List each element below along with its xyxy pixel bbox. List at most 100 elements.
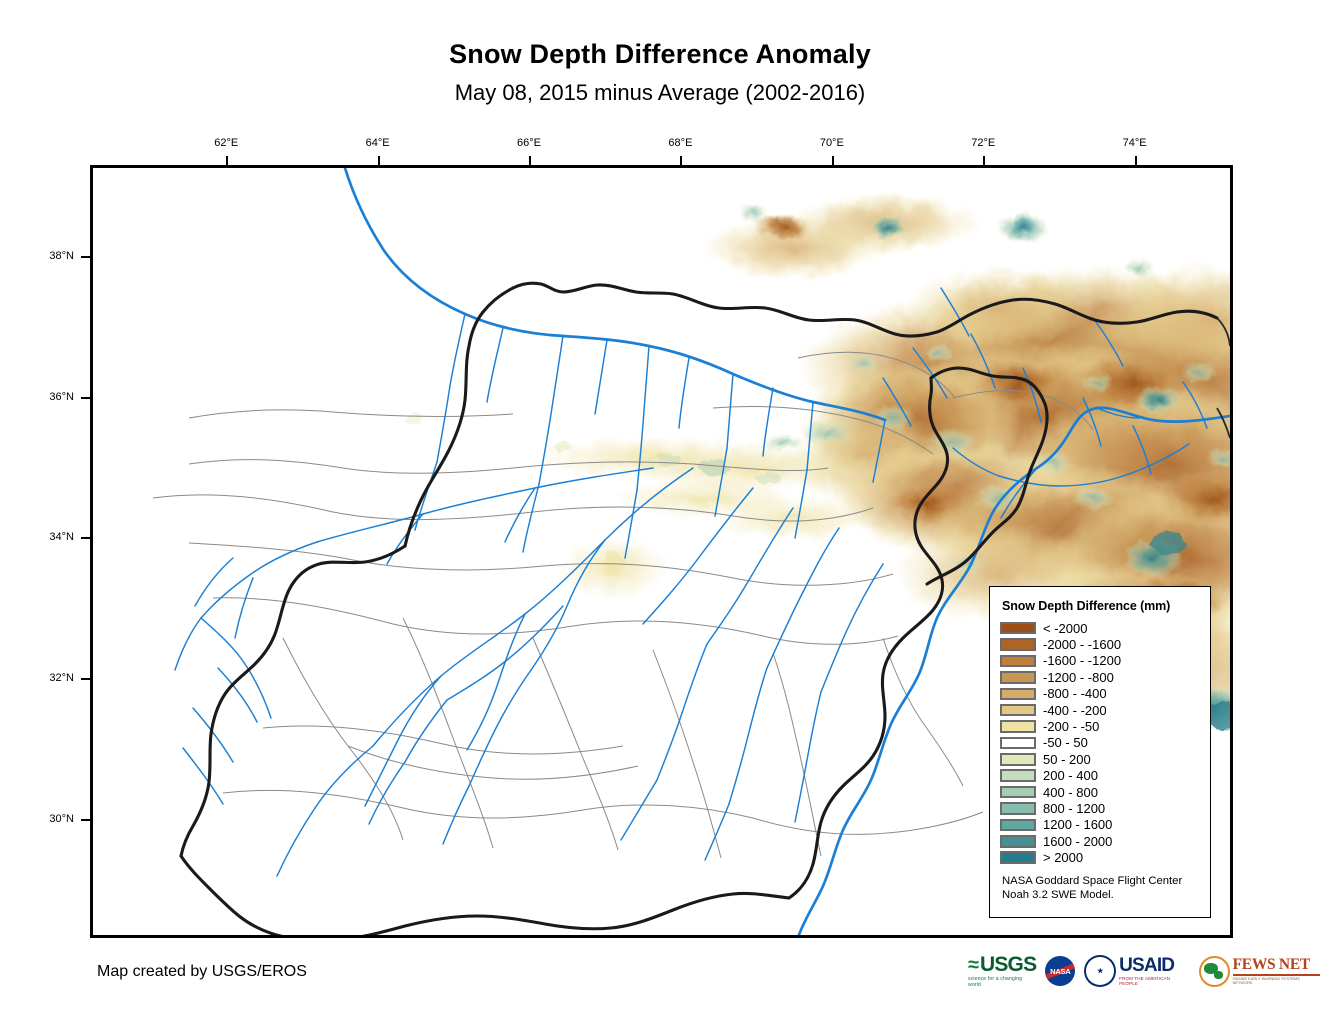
longitude-label: 64°E	[365, 137, 390, 149]
latitude-tick	[81, 256, 90, 259]
nasa-wordmark: NASA	[1050, 966, 1071, 976]
usaid-seal-icon: ★	[1084, 955, 1117, 987]
title-block: Snow Depth Difference Anomaly May 08, 20…	[0, 38, 1320, 107]
legend-entry: 1200 - 1600	[1000, 817, 1200, 833]
legend-entry: > 2000	[1000, 849, 1200, 865]
usgs-tagline: science for a changing world	[968, 976, 1023, 988]
legend-entry: 400 - 800	[1000, 784, 1200, 800]
longitude-label: 74°E	[1122, 137, 1147, 149]
latitude-tick	[81, 396, 90, 399]
map-credit: Map created by USGS/EROS	[97, 963, 307, 980]
usgs-wave-icon: ≈	[968, 953, 979, 976]
longitude-label: 70°E	[819, 137, 844, 149]
usaid-tagline: FROM THE AMERICAN PEOPLE	[1119, 976, 1170, 986]
legend-entry: 800 - 1200	[1000, 800, 1200, 816]
legend-entry-label: 1200 - 1600	[1043, 817, 1113, 833]
legend-entry: -400 - -200	[1000, 702, 1200, 718]
map-canvas	[93, 168, 1230, 935]
legend-entry-label: 200 - 400	[1043, 768, 1098, 784]
longitude-tick	[831, 156, 834, 165]
legend-entry-label: -1600 - -1200	[1043, 653, 1122, 669]
legend-color-swatch	[1000, 638, 1036, 651]
legend-color-swatch	[1000, 736, 1036, 750]
longitude-tick	[226, 156, 229, 165]
legend-entry: 1600 - 2000	[1000, 833, 1200, 849]
legend-entry: -50 - 50	[1000, 735, 1200, 751]
legend-entry: -800 - -400	[1000, 686, 1200, 702]
country-border-afghanistan	[179, 281, 1219, 935]
longitude-tick	[1134, 156, 1137, 165]
legend-color-swatch	[1000, 720, 1036, 733]
fews-wordmark: FEWS NET	[1232, 956, 1311, 974]
legend-entry-label: -200 - -50	[1043, 719, 1100, 735]
longitude-tick	[680, 156, 683, 165]
nasa-meatball-icon: NASA	[1045, 956, 1076, 986]
logo-bar: ≈ USGS science for a changing world NASA…	[968, 951, 1320, 991]
legend-entry-label: 400 - 800	[1043, 784, 1098, 800]
legend-entry-label: -400 - -200	[1043, 702, 1107, 718]
legend-color-swatch	[1000, 621, 1036, 635]
legend-entry-label: -1200 - -800	[1043, 669, 1114, 685]
longitude-label: 62°E	[214, 137, 239, 149]
usaid-wordmark: USAID	[1119, 955, 1175, 976]
legend-entry-list: < -2000 -2000 - -1600 -1600 - -1200 -1200 -…	[1000, 620, 1200, 866]
legend-entry-label: 800 - 1200	[1043, 800, 1106, 816]
legend-entry: 50 - 200	[1000, 751, 1200, 767]
legend-entry-label: > 2000	[1043, 850, 1084, 866]
nasa-logo: NASA	[1045, 952, 1076, 990]
rivers	[174, 168, 1230, 935]
legend-color-swatch	[1000, 687, 1036, 700]
legend-title: Snow Depth Difference (mm)	[1002, 599, 1171, 613]
legend-color-swatch	[1000, 671, 1036, 684]
legend-note-line1: NASA Goddard Space Flight Center	[1002, 874, 1183, 887]
legend-entry: -1200 - -800	[1000, 669, 1200, 685]
legend-source-note: NASA Goddard Space Flight Center Noah 3.…	[1002, 874, 1200, 903]
map-legend: Snow Depth Difference (mm) < -2000 -2000 …	[989, 586, 1211, 918]
legend-color-swatch	[1000, 753, 1036, 766]
legend-color-swatch	[1000, 769, 1036, 782]
usaid-logo: ★ USAID FROM THE AMERICAN PEOPLE	[1084, 952, 1190, 990]
legend-color-swatch	[1000, 654, 1036, 668]
longitude-label: 66°E	[517, 137, 542, 149]
longitude-tick	[983, 156, 986, 165]
page-subtitle: May 08, 2015 minus Average (2002-2016)	[454, 80, 866, 106]
latitude-tick	[81, 537, 90, 540]
longitude-label: 72°E	[971, 137, 996, 149]
province-boundaries	[152, 351, 1094, 859]
graticule-layer: 62°E 64°E 66°E 68°E 70°E 72°E 74°E 38°N 36°N 34°N…	[49, 137, 1233, 938]
latitude-label: 36°N	[49, 390, 74, 403]
latitude-label: 32°N	[49, 671, 74, 684]
legend-entry-label: -2000 - -1600	[1043, 637, 1122, 653]
latitude-tick	[81, 818, 90, 821]
usgs-wordmark: USGS	[979, 953, 1037, 976]
latitude-label: 38°N	[49, 250, 74, 263]
fews-tagline: FAMINE EARLY WARNING SYSTEMS NETWORK	[1232, 976, 1300, 985]
legend-entry-label: < -2000	[1043, 620, 1088, 636]
legend-note-line2: Noah 3.2 SWE Model.	[1002, 889, 1114, 902]
legend-color-swatch	[1000, 785, 1036, 799]
fews-net-logo: FEWS NET FAMINE EARLY WARNING SYSTEMS NE…	[1198, 952, 1320, 990]
legend-entry-label: 50 - 200	[1043, 751, 1091, 767]
legend-color-swatch	[1000, 802, 1036, 815]
map-frame[interactable]	[90, 165, 1233, 938]
legend-entry: 200 - 400	[1000, 768, 1200, 784]
latitude-label: 34°N	[49, 531, 74, 544]
legend-color-swatch	[1000, 835, 1036, 848]
legend-color-swatch	[1000, 851, 1036, 864]
longitude-tick	[529, 156, 532, 165]
legend-entry: -1600 - -1200	[1000, 653, 1200, 669]
legend-entry-label: 1600 - 2000	[1043, 833, 1113, 849]
legend-entry-label: -50 - 50	[1043, 735, 1088, 751]
legend-entry: -200 - -50	[1000, 718, 1200, 734]
fews-rule	[1232, 973, 1320, 976]
legend-entry: < -2000	[1000, 620, 1200, 636]
latitude-tick	[81, 677, 90, 680]
legend-entry-label: -800 - -400	[1043, 686, 1107, 702]
legend-entry: -2000 - -1600	[1000, 636, 1200, 652]
usgs-logo: ≈ USGS science for a changing world	[968, 952, 1037, 990]
legend-color-swatch	[1000, 703, 1036, 717]
legend-color-swatch	[1000, 818, 1036, 832]
fews-globe-icon	[1198, 955, 1230, 987]
longitude-label: 68°E	[668, 137, 693, 149]
latitude-label: 30°N	[49, 812, 74, 825]
